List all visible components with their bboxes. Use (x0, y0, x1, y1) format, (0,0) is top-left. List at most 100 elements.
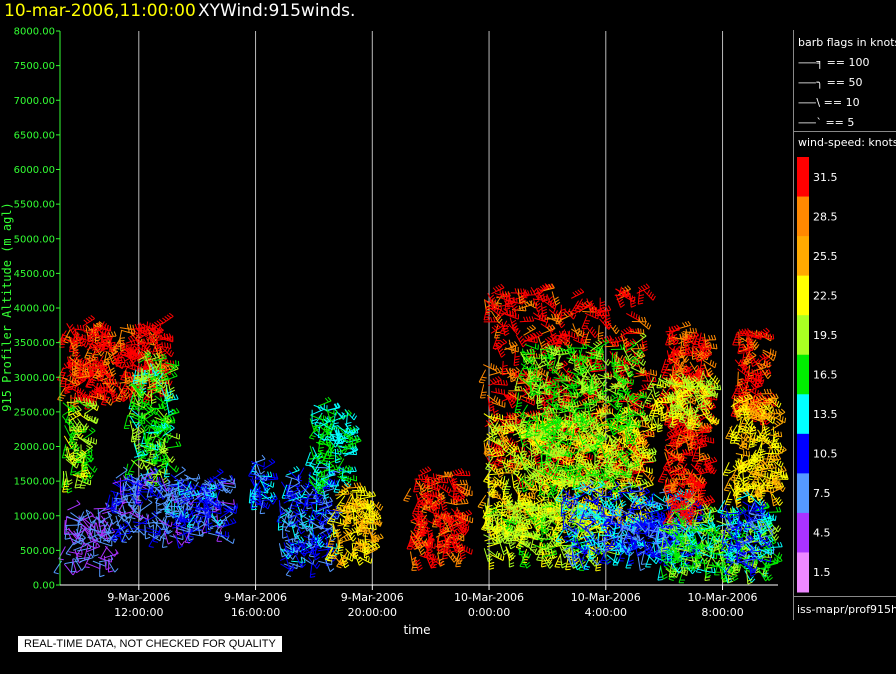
wind-barb-flag (80, 366, 86, 369)
wind-barb-flag (353, 482, 357, 488)
wind-barb (510, 292, 525, 294)
wind-barb-flag (216, 470, 222, 474)
wind-barb-flag (93, 332, 99, 335)
wind-barb-flag (148, 348, 151, 354)
wind-barb-flag (318, 446, 324, 449)
wind-barb-flag (317, 494, 323, 499)
wind-barb-flag (282, 536, 288, 539)
wind-barb-flag (135, 339, 139, 345)
wind-barb (67, 356, 72, 371)
wind-barb-flag (72, 328, 77, 334)
wind-barb (140, 502, 153, 511)
wind-barb-flag (321, 462, 327, 465)
wind-barb-flag (91, 342, 96, 348)
wind-barb-flag (260, 470, 265, 475)
wind-barb-flag (421, 474, 424, 480)
wind-barb-flag (111, 393, 117, 398)
wind-barb-flag (118, 395, 124, 398)
wind-barb-flag (75, 351, 80, 356)
wind-barb-flag (460, 553, 466, 558)
wind-barb-flag (96, 542, 101, 547)
wind-barb-flag (80, 426, 82, 432)
wind-barb-flag (127, 346, 130, 352)
wind-barb-flag (365, 527, 368, 533)
wind-barb-flag (116, 362, 122, 365)
wind-barb-flag (85, 398, 88, 404)
wind-barb (95, 355, 104, 368)
wind-barb (103, 351, 108, 366)
wind-barb-flag (268, 459, 273, 464)
wind-barb (345, 412, 348, 427)
wind-barb-flag (654, 376, 657, 382)
wind-barb-flag (373, 512, 376, 518)
wind-barb-flag (113, 331, 117, 337)
wind-barb-flag (90, 553, 94, 558)
wind-barb-flag (91, 373, 96, 378)
wind-barb (167, 445, 182, 449)
wind-barb-flag (88, 365, 93, 370)
wind-barb-flag (164, 342, 166, 348)
wind-barb-flag (145, 536, 151, 540)
wind-barb-flag (646, 376, 649, 382)
wind-barb-flag (328, 529, 333, 535)
wind-barb-flag (638, 297, 644, 300)
wind-barb-flag (295, 505, 301, 508)
wind-barb-flag (171, 458, 176, 464)
wind-barb (82, 318, 95, 327)
wind-barb (144, 334, 157, 344)
wind-barb-flag (169, 386, 175, 391)
wind-barb-flag (290, 511, 294, 517)
wind-barb-flag (149, 385, 155, 389)
wind-barb-flag (300, 536, 305, 541)
wind-barb (433, 480, 448, 484)
wind-barb-flag (154, 535, 161, 538)
wind-barb-flag (115, 345, 122, 348)
wind-barb-flag (110, 331, 114, 337)
wind-barb-flag (648, 324, 652, 330)
wind-barb-flag (107, 372, 111, 378)
wind-barb-flag (99, 526, 102, 532)
wind-barb-flag (315, 552, 321, 556)
wind-barb-flag (318, 499, 321, 505)
wind-barb (124, 370, 127, 385)
wind-barb-flag (344, 564, 350, 569)
wind-barb-flag (154, 329, 159, 334)
wind-barb-flag (462, 470, 465, 476)
wind-barb-flag (427, 529, 433, 533)
wind-barb-flag (648, 376, 652, 382)
wind-barb (67, 503, 81, 511)
wind-barb-flag (417, 496, 423, 500)
wind-barb-flag (441, 501, 447, 506)
wind-barb-flag (292, 555, 296, 560)
wind-barb-flag (121, 350, 127, 355)
wind-barb (285, 484, 300, 487)
wind-barb-flag (118, 511, 124, 514)
wind-barb-flag (151, 461, 157, 464)
wind-barb-flag (121, 363, 125, 369)
wind-barb-flag (470, 549, 473, 555)
wind-barb-flag (374, 524, 377, 530)
wind-barb-flag (66, 336, 72, 339)
wind-barb (91, 383, 103, 394)
wind-barb-flag (106, 385, 109, 391)
wind-barb-flag (103, 398, 109, 401)
wind-barb-flag (336, 514, 340, 520)
wind-barb-flag (105, 332, 109, 338)
wind-barb (68, 356, 80, 367)
wind-barb-flag (73, 405, 79, 408)
wind-barb-flag (136, 350, 140, 356)
wind-barb-flag (128, 535, 133, 541)
wind-barb (107, 381, 121, 389)
wind-barb-flag (81, 359, 85, 365)
wind-barb-flag (335, 410, 338, 416)
wind-barb-flag (119, 351, 124, 356)
wind-barb-flag (76, 463, 80, 469)
wind-barb-flag (151, 325, 154, 331)
wind-barb-flag (347, 553, 350, 559)
wind-barb (61, 444, 67, 459)
wind-barb-flag (121, 392, 127, 397)
wind-barb-flag (176, 467, 180, 473)
wind-barb-flag (137, 353, 141, 358)
wind-barb-flag (74, 369, 80, 372)
wind-barb (69, 373, 80, 385)
